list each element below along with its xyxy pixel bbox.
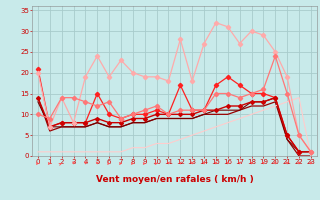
X-axis label: Vent moyen/en rafales ( km/h ): Vent moyen/en rafales ( km/h ) <box>96 174 253 184</box>
